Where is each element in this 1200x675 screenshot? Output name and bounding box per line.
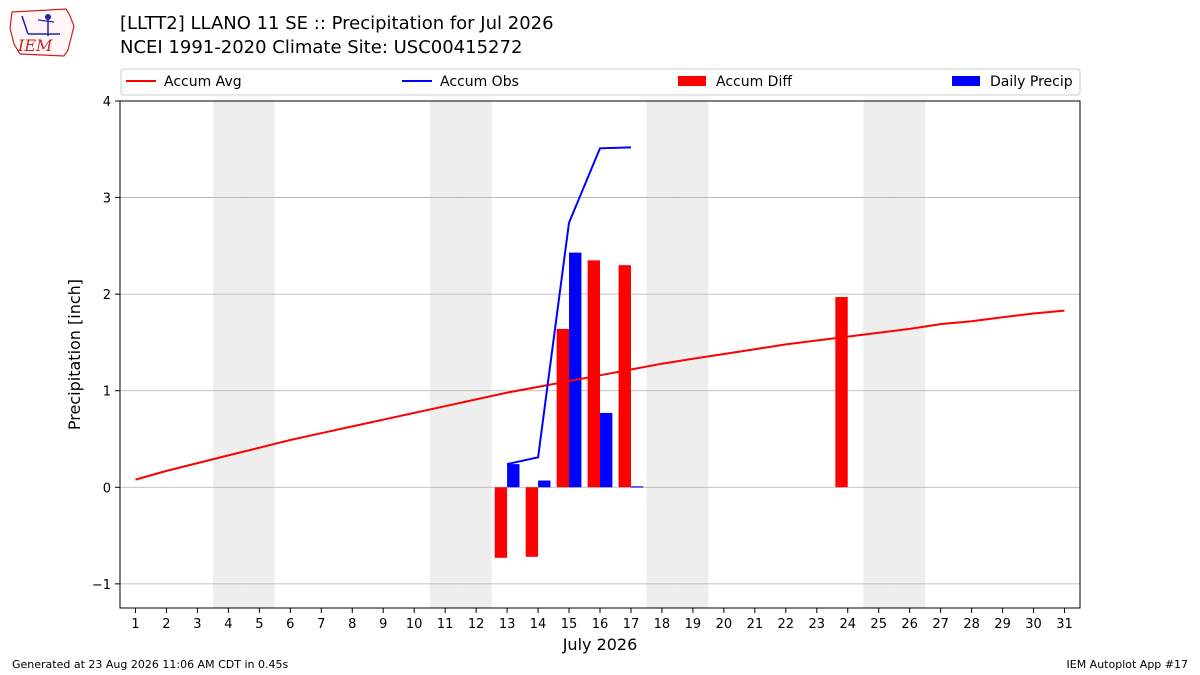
weekend-band-18	[646, 101, 678, 608]
xtick-label: 30	[1025, 617, 1042, 632]
daily-precip-bar-day-15	[569, 252, 582, 488]
chart-subtitle: NCEI 1991-2020 Climate Site: USC00415272	[120, 37, 523, 58]
accum-obs-line	[506, 146, 632, 466]
generated-timestamp: Generated at 23 Aug 2026 11:06 AM CDT in…	[12, 658, 289, 671]
ytick-label: 0	[103, 481, 111, 496]
iem-logo: IEM	[8, 6, 80, 58]
xtick-label: 8	[348, 617, 356, 632]
xtick-label: 18	[654, 617, 671, 632]
xtick-label: 12	[468, 617, 485, 632]
daily-precip-bar-day-13	[507, 464, 520, 488]
weekend-band-26	[894, 101, 926, 608]
xtick-label: 2	[162, 617, 170, 632]
xtick-label: 7	[317, 617, 325, 632]
x-axis-label: July 2026	[562, 635, 638, 654]
xtick-label: 20	[716, 617, 733, 632]
xtick-label: 27	[932, 617, 949, 632]
xtick-label: 21	[747, 617, 764, 632]
legend-swatch-daily-precip	[952, 76, 980, 86]
legend-label-accum-obs: Accum Obs	[440, 74, 519, 90]
xtick-label: 16	[592, 617, 609, 632]
xtick-label: 11	[437, 617, 454, 632]
accum-diff-bar-day-16	[587, 260, 600, 488]
logo-text: IEM	[17, 36, 53, 55]
xtick-label: 26	[901, 617, 918, 632]
legend-label-daily-precip: Daily Precip	[990, 74, 1073, 90]
accum-diff-bar-day-15	[556, 328, 570, 488]
xtick-label: 6	[286, 617, 294, 632]
legend-label-accum-diff: Accum Diff	[716, 74, 792, 90]
xtick-label: 19	[685, 617, 702, 632]
xtick-label: 9	[379, 617, 387, 632]
daily-precip-bar-day-17	[630, 486, 644, 488]
ytick-label: 2	[103, 288, 111, 303]
ytick-label: −1	[92, 578, 111, 593]
legend-box	[120, 68, 1081, 96]
xtick-label: 5	[255, 617, 263, 632]
xtick-label: 10	[406, 617, 423, 632]
xtick-label: 4	[224, 617, 232, 632]
accum-avg-line	[135, 309, 1065, 481]
legend-label-accum-avg: Accum Avg	[164, 74, 242, 90]
accum-diff-bar-day-24	[835, 297, 848, 488]
weekend-band-25	[863, 101, 895, 608]
accum-diff-bar-day-17	[618, 265, 631, 488]
accum-diff-bar-day-13	[494, 487, 508, 558]
ytick-label: 3	[103, 192, 111, 207]
xtick-label: 25	[870, 617, 887, 632]
weekend-band-12	[460, 101, 492, 608]
xtick-label: 17	[623, 617, 640, 632]
daily-precip-bar-day-14	[538, 480, 551, 488]
weekend-band-19	[677, 101, 709, 608]
xtick-label: 24	[839, 617, 856, 632]
xtick-label: 29	[994, 617, 1011, 632]
ytick-label: 1	[103, 385, 111, 400]
xtick-label: 14	[530, 617, 547, 632]
app-label: IEM Autoplot App #17	[1066, 658, 1189, 671]
xtick-label: 13	[499, 617, 516, 632]
xtick-label: 23	[809, 617, 826, 632]
chart-title: [LLTT2] LLANO 11 SE :: Precipitation for…	[120, 13, 554, 34]
daily-precip-bar-day-16	[600, 412, 613, 488]
weekend-band-4	[212, 101, 244, 608]
y-axis-label: Precipitation [inch]	[65, 279, 84, 430]
legend-swatch-accum-diff	[678, 76, 706, 86]
weekend-band-5	[243, 101, 275, 608]
weekend-band-11	[429, 101, 461, 608]
xtick-label: 31	[1056, 617, 1073, 632]
xtick-label: 1	[131, 617, 139, 632]
xtick-label: 28	[963, 617, 980, 632]
xtick-label: 22	[778, 617, 795, 632]
xtick-label: 15	[561, 617, 578, 632]
accum-diff-bar-day-14	[525, 487, 539, 557]
xtick-label: 3	[193, 617, 201, 632]
ytick-label: 4	[103, 95, 111, 110]
